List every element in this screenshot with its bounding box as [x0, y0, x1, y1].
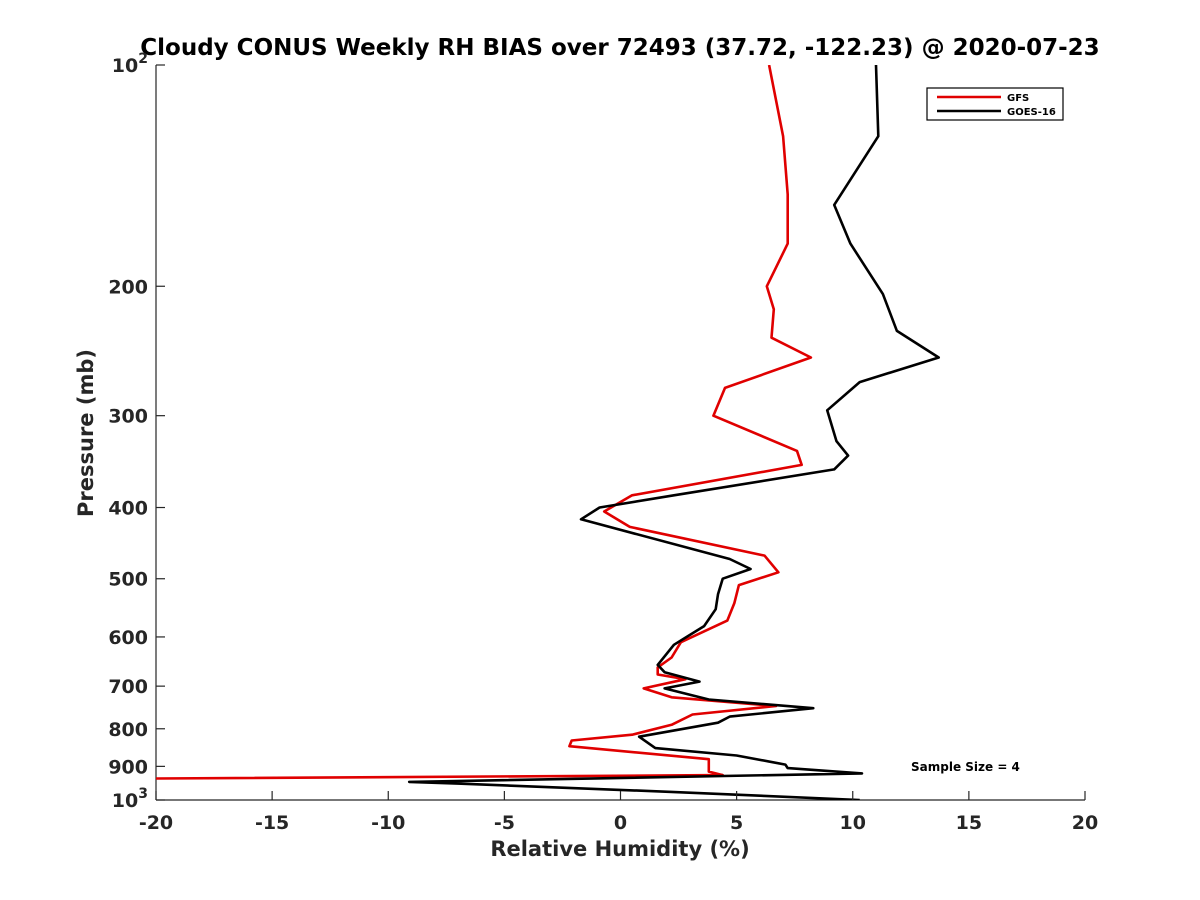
y-tick-label: 200: [108, 276, 148, 298]
series-line-gfs: [156, 65, 813, 780]
y-tick-label: 600: [108, 627, 148, 649]
x-tick-label: -5: [494, 812, 515, 834]
series-line-goes-16: [407, 65, 941, 800]
y-tick-label: 800: [108, 719, 148, 741]
y-axis-label: Pressure (mb): [74, 349, 98, 517]
x-tick-label: 20: [1072, 812, 1098, 834]
legend-label-gfs: GFS: [1007, 93, 1029, 104]
legend-box: [926, 87, 1064, 121]
series-layer: [156, 65, 941, 800]
plot-area: [155, 65, 1085, 801]
y-tick-label: 103: [112, 786, 148, 812]
sample-size-annotation: Sample Size = 4: [911, 760, 1020, 774]
legend: GFS GOES-16: [926, 87, 1064, 121]
y-tick-label: 900: [108, 756, 148, 778]
x-tick-label: 15: [956, 812, 982, 834]
x-axis-label: Relative Humidity (%): [490, 837, 749, 861]
x-tick-label: 10: [840, 812, 866, 834]
legend-label-goes-16: GOES-16: [1007, 107, 1056, 118]
x-tick-label: -10: [371, 812, 405, 834]
y-tick-label: 400: [108, 498, 148, 520]
y-tick-label: 102: [112, 51, 148, 77]
x-tick-label: -15: [255, 812, 289, 834]
x-tick-label: 0: [614, 812, 627, 834]
y-tick-label: 700: [108, 676, 148, 698]
y-tick-label: 500: [108, 569, 148, 591]
chart-title: Cloudy CONUS Weekly RH BIAS over 72493 (…: [140, 35, 1099, 61]
y-tick-label: 300: [108, 406, 148, 428]
y-axis-ticks: 102 200 300 400 500 600 700 800 900 103: [108, 51, 165, 812]
x-tick-label: 5: [730, 812, 743, 834]
x-axis-ticks: -20 -15 -10 -5 0 5 10 15 20: [139, 791, 1098, 834]
x-tick-label: -20: [139, 812, 173, 834]
